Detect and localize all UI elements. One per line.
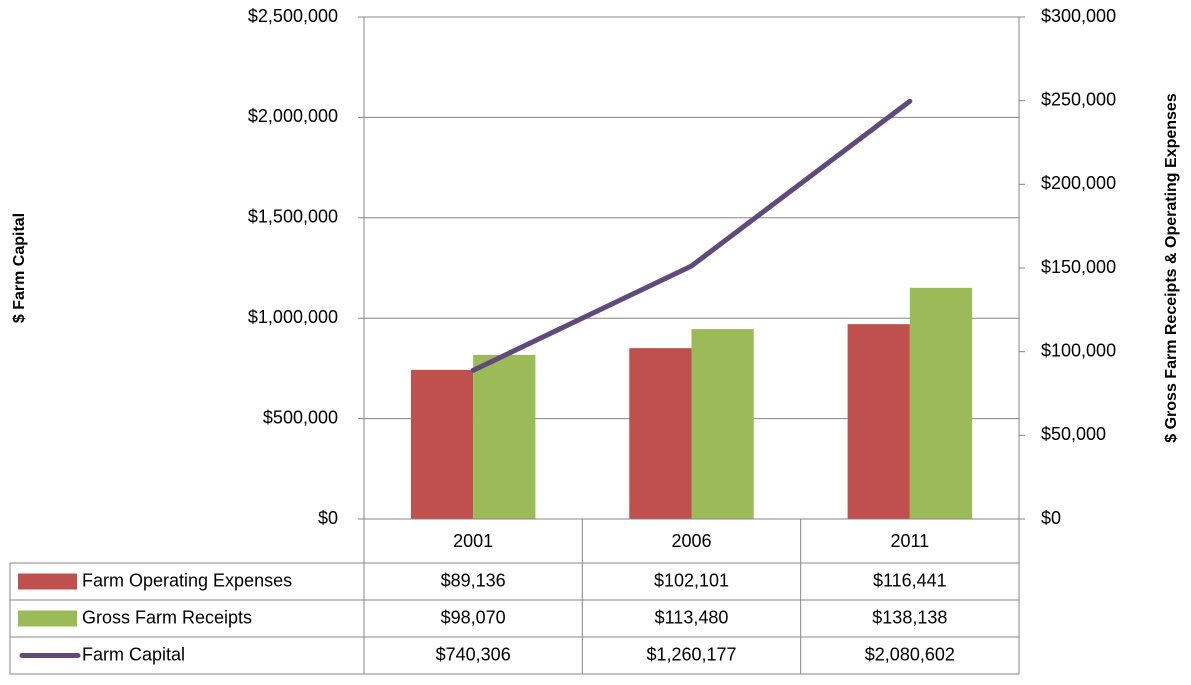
y2-tick-label: $250,000	[1041, 89, 1116, 109]
bar	[847, 324, 910, 519]
legend-swatch	[18, 573, 77, 590]
y2-tick-label: $200,000	[1041, 173, 1116, 193]
y-tick-label: $2,000,000	[248, 106, 338, 126]
x-tick-label: 2001	[453, 531, 493, 551]
bar	[629, 348, 692, 519]
bar	[909, 287, 973, 519]
y2-tick-label: $100,000	[1041, 340, 1116, 360]
y2-tick-label: $50,000	[1041, 424, 1106, 444]
bar	[691, 329, 754, 519]
x-tick-label: 2006	[671, 531, 711, 551]
y2-tick-label: $0	[1041, 508, 1061, 528]
table-value: $98,070	[441, 607, 506, 627]
line-series	[470, 98, 913, 373]
y-tick-label: $500,000	[263, 407, 338, 427]
x-tick-label: 2011	[890, 531, 929, 551]
table-value: $89,136	[441, 570, 506, 590]
table-value: $2,080,602	[865, 644, 955, 664]
legend-swatch	[18, 610, 77, 627]
y-axis-title: $ Farm Capital	[11, 213, 28, 323]
y-tick-label: $1,000,000	[248, 307, 338, 327]
y2-tick-label: $300,000	[1041, 6, 1116, 26]
y2-axis-title: $ Gross Farm Receipts & Operating Expens…	[1163, 93, 1180, 443]
y-tick-label: $2,500,000	[248, 6, 338, 26]
table-value: $113,480	[655, 607, 729, 627]
bar	[410, 369, 474, 519]
y-tick-label: $1,500,000	[248, 207, 338, 227]
legend-label: Farm Capital	[82, 644, 185, 664]
legend-label: Gross Farm Receipts	[82, 607, 252, 627]
table-value: $116,441	[873, 570, 947, 590]
y-tick-label: $0	[318, 508, 338, 528]
table-value: $740,306	[436, 644, 511, 664]
table-value: $102,101	[654, 570, 729, 590]
y2-tick-label: $150,000	[1041, 257, 1116, 277]
table-value: $138,138	[872, 607, 947, 627]
bar	[473, 354, 536, 519]
legend-label: Farm Operating Expenses	[82, 570, 292, 590]
table-value: $1,260,177	[646, 644, 736, 664]
